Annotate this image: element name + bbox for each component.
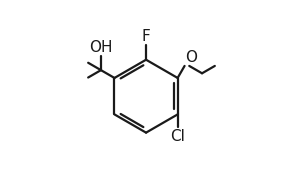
Text: Cl: Cl (170, 129, 185, 144)
Text: F: F (142, 29, 151, 44)
Text: O: O (185, 50, 197, 65)
Text: OH: OH (89, 40, 113, 55)
